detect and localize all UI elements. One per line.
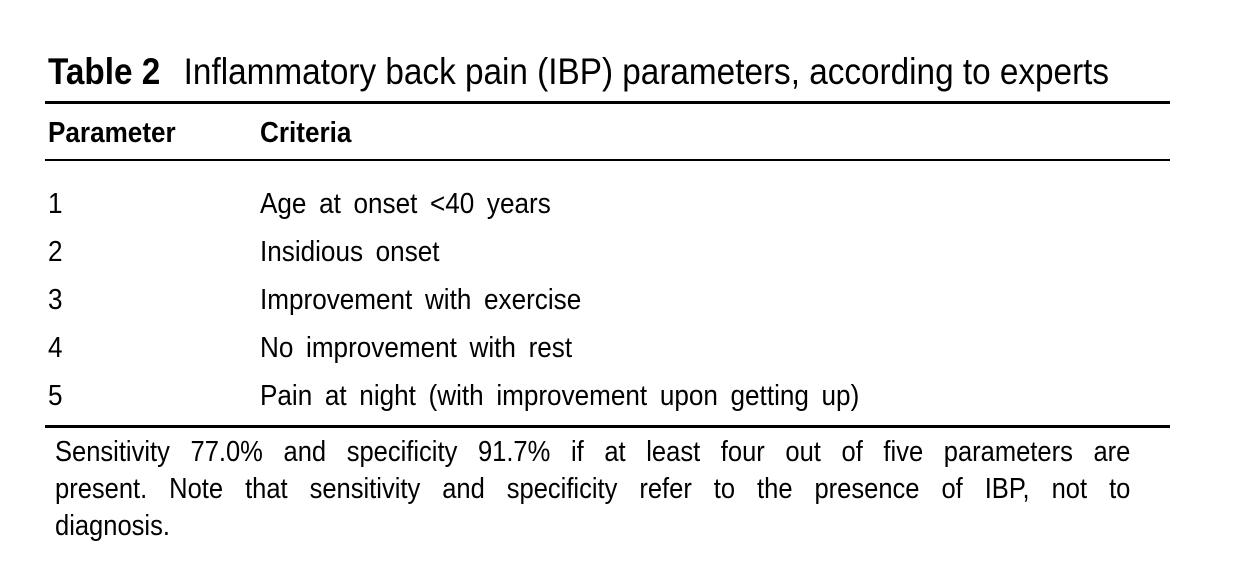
- table-row: 5 Pain at night (with improvement upon g…: [0, 372, 1233, 420]
- column-header-criteria: Criteria: [260, 117, 352, 149]
- header-rule: [45, 159, 1170, 161]
- footnote-line: present. Note that sensitivity and speci…: [55, 473, 1131, 505]
- table-label: Table 2: [48, 51, 161, 92]
- table-footnote: Sensitivity 77.0% and specificity 91.7% …: [55, 434, 1233, 545]
- table-row: 1 Age at onset <40 years: [0, 180, 1233, 228]
- parameter-cell: 4: [48, 332, 63, 364]
- criteria-cell: Age at onset <40 years: [260, 188, 551, 220]
- bottom-rule: [45, 425, 1170, 428]
- parameter-cell: 1: [48, 188, 63, 220]
- table-row: 4 No improvement with rest: [0, 324, 1233, 372]
- table-title: Inflammatory back pain (IBP) parameters,…: [183, 51, 1110, 92]
- criteria-cell: No improvement with rest: [260, 332, 573, 364]
- criteria-cell: Pain at night (with improvement upon get…: [260, 380, 860, 412]
- footnote-line: diagnosis.: [55, 510, 170, 542]
- criteria-cell: Improvement with exercise: [260, 284, 582, 316]
- parameter-cell: 5: [48, 380, 63, 412]
- top-rule: [45, 101, 1170, 104]
- table-row: 2 Insidious onset: [0, 228, 1233, 276]
- footnote-line: Sensitivity 77.0% and specificity 91.7% …: [55, 436, 1131, 468]
- table-header-row: Parameter Criteria: [0, 116, 1233, 156]
- parameter-cell: 2: [48, 236, 63, 268]
- column-header-parameter: Parameter: [48, 117, 176, 149]
- table-body: 1 Age at onset <40 years 2 Insidious ons…: [0, 180, 1233, 420]
- table-caption: Table 2 Inflammatory back pain (IBP) para…: [48, 50, 1227, 94]
- footnote-text-block: Sensitivity 77.0% and specificity 91.7% …: [55, 434, 1130, 545]
- table-row: 3 Improvement with exercise: [0, 276, 1233, 324]
- parameter-cell: 3: [48, 284, 63, 316]
- criteria-cell: Insidious onset: [260, 236, 440, 268]
